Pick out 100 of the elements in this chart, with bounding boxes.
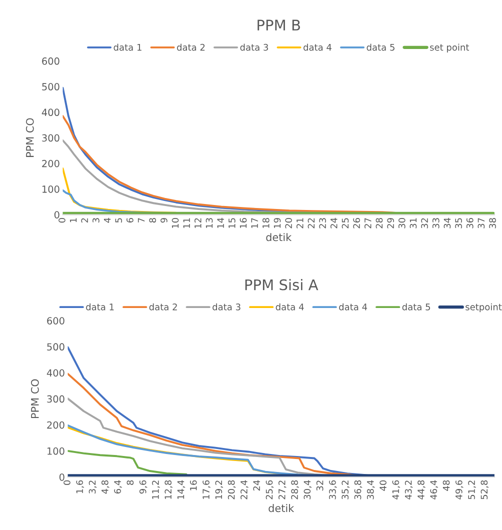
x-tick-label: 14,4 xyxy=(177,480,186,499)
y-tick-label: 100 xyxy=(48,447,64,455)
x-tick-label: 22,4 xyxy=(240,480,248,500)
x-tick-label: 33 xyxy=(432,218,440,228)
x-tick-label: 24 xyxy=(330,218,338,228)
x-tick-label: 8 xyxy=(126,480,134,485)
x-tick-label: 12,8 xyxy=(164,480,172,499)
x-tick-label: 12 xyxy=(194,218,202,228)
x-tick-label: 18 xyxy=(262,218,270,228)
x-tick-label: 27,2 xyxy=(278,480,286,500)
line-series xyxy=(68,450,188,476)
legend-label: data 3 xyxy=(240,44,268,51)
x-tick-label: 20 xyxy=(285,218,292,228)
x-tick-label: 11 xyxy=(183,218,190,228)
y-tick-label: 100 xyxy=(42,186,60,193)
y-tick-label: 600 xyxy=(42,57,60,65)
x-tick-label: 28 xyxy=(376,218,383,228)
x-tick-label: 36,8 xyxy=(354,480,362,500)
x-tick-label: 17 xyxy=(251,218,258,228)
x-tick-label: 3 xyxy=(92,218,100,222)
y-tick-label: 300 xyxy=(47,395,64,403)
x-tick-label: 13 xyxy=(206,218,213,228)
y-tick-label: 400 xyxy=(46,369,64,377)
x-tick-label: 25 xyxy=(342,218,349,228)
x-tick-label: 6 xyxy=(126,218,134,223)
x-tick-label: 43,2 xyxy=(404,480,413,500)
x-tick-label: 36 xyxy=(466,218,474,228)
x-tick-label: 10 xyxy=(172,218,179,228)
legend-label: data 4 xyxy=(276,303,304,310)
y-tick-label: 200 xyxy=(47,421,64,429)
x-tick-label: 1 xyxy=(70,218,77,222)
x-tick-label: 4 xyxy=(104,218,111,223)
x-tick-label: 44,8 xyxy=(418,480,426,500)
x-tick-label: 27 xyxy=(364,218,372,228)
legend-label: data 1 xyxy=(114,44,142,51)
x-tick-label: 1,6 xyxy=(76,480,84,494)
x-tick-label: 29 xyxy=(387,218,394,228)
legend-label: data 2 xyxy=(149,303,177,310)
x-tick-label: 40 xyxy=(380,480,386,491)
x-tick-label: 16 xyxy=(240,218,247,228)
x-tick-label: 5 xyxy=(115,218,122,222)
legend-label: data 3 xyxy=(212,303,240,310)
x-tick-label: 24 xyxy=(253,480,260,491)
x-tick-label: 38 xyxy=(489,218,496,228)
x-tick-label: 48 xyxy=(442,480,450,491)
legend-label: data 4 xyxy=(304,44,332,51)
x-tick-label: 26 xyxy=(353,218,360,228)
x-tick-label: 32 xyxy=(316,480,324,491)
x-tick-label: 30 xyxy=(398,218,406,228)
x-tick-label: 35 xyxy=(455,218,462,228)
x-tick-label: 49,6 xyxy=(455,480,464,500)
x-tick-label: 28,8 xyxy=(291,480,299,500)
y-tick-label: 400 xyxy=(42,108,60,116)
y-axis-title: PPM CO xyxy=(26,118,34,157)
legend-label: data 4 xyxy=(339,303,368,310)
x-tick-label: 30,4 xyxy=(304,480,312,500)
x-tick-label: 46,4 xyxy=(430,480,438,500)
x-tick-label: 14 xyxy=(217,218,224,228)
x-tick-label: 3,2 xyxy=(88,480,97,494)
x-tick-label: 37 xyxy=(478,218,485,228)
chart-title: PPM B xyxy=(258,20,300,30)
legend-label: data 5 xyxy=(366,44,394,51)
legend-label: set point xyxy=(430,44,470,52)
x-tick-label: 21 xyxy=(296,218,304,228)
x-tick-label: 19,2 xyxy=(215,480,224,499)
x-tick-label: 17,6 xyxy=(202,480,210,499)
x-tick-label: 15 xyxy=(228,218,236,228)
x-tick-label: 2 xyxy=(81,218,88,223)
x-tick-label: 52,8 xyxy=(480,480,489,500)
x-tick-label: 38,4 xyxy=(366,480,375,500)
legend-label: data 2 xyxy=(177,44,205,51)
y-tick-label: 600 xyxy=(47,317,64,324)
x-tick-label: 0 xyxy=(64,480,70,485)
legend-label: data 5 xyxy=(402,303,430,310)
x-tick-label: 25,6 xyxy=(266,480,274,500)
chart-title: PPM Sisi A xyxy=(245,279,318,290)
x-tick-label: 23 xyxy=(319,218,326,228)
x-tick-label: 9 xyxy=(160,218,168,223)
y-axis-title: PPM CO xyxy=(30,379,39,418)
x-tick-label: 9,6 xyxy=(139,480,148,494)
x-tick-label: 6,4 xyxy=(114,480,122,494)
x-tick-label: 8 xyxy=(149,218,156,223)
x-tick-label: 22 xyxy=(308,218,315,228)
x-axis-title: detik xyxy=(266,233,292,242)
x-axis-title: detik xyxy=(268,504,294,512)
y-tick-label: 300 xyxy=(42,134,60,142)
x-tick-label: 11,2 xyxy=(152,480,160,499)
x-tick-label: 41,6 xyxy=(392,480,400,500)
y-tick-label: 500 xyxy=(42,83,60,90)
x-tick-label: 20,8 xyxy=(228,480,236,500)
x-tick-label: 31 xyxy=(410,218,417,228)
x-tick-label: 19 xyxy=(274,218,281,228)
legend-label: setpoint xyxy=(466,303,502,312)
x-tick-label: 32 xyxy=(421,218,428,228)
x-tick-label: 16 xyxy=(190,480,197,490)
x-tick-label: 7 xyxy=(138,218,145,222)
legend-label: data 1 xyxy=(86,303,114,310)
x-tick-label: 34 xyxy=(444,218,451,228)
y-tick-label: 500 xyxy=(47,343,64,351)
x-tick-label: 51,2 xyxy=(468,480,476,500)
